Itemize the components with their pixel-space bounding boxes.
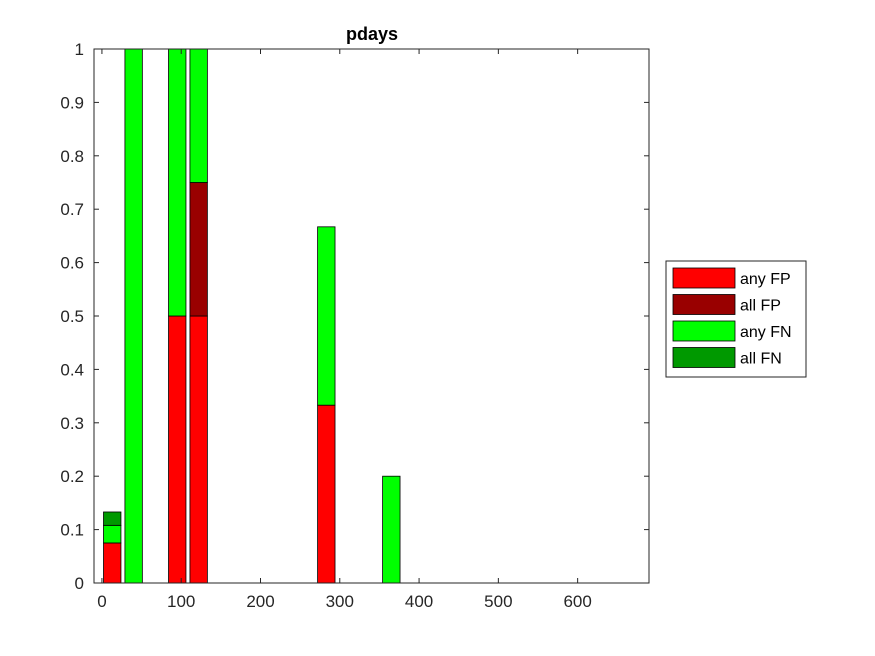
y-tick-label: 0.5	[60, 307, 84, 326]
legend-swatch	[672, 267, 736, 289]
x-tick-label: 200	[246, 592, 274, 611]
legend-label: any FN	[740, 324, 792, 341]
bar-segment	[189, 315, 208, 584]
legend-swatch	[672, 347, 736, 368]
y-tick-label: 0.3	[60, 414, 84, 433]
bar-segment	[103, 542, 122, 584]
bar-segment	[317, 226, 336, 406]
legend-swatch	[672, 320, 736, 342]
bar-segment	[189, 182, 208, 317]
y-tick-label: 1	[75, 40, 84, 59]
bar-segment	[103, 524, 122, 544]
y-tick-label: 0	[75, 574, 84, 593]
y-tick-label: 0.4	[60, 360, 84, 379]
legend-label: all FN	[740, 351, 782, 368]
y-tick-label: 0.2	[60, 467, 84, 486]
y-tick-label: 0.7	[60, 200, 84, 219]
chart-title: pdays	[346, 24, 398, 44]
ticks-layer: 0 100 200 300 400 500 600 0 0.1 0.2 0.3 0.4 0.5 0.6 0.…	[60, 40, 649, 611]
bar-segment	[168, 48, 187, 317]
bar-segment	[382, 475, 401, 584]
x-tick-label: 400	[405, 592, 433, 611]
bar-segment	[124, 48, 143, 584]
x-tick-label: 500	[484, 592, 512, 611]
bar-segment	[168, 315, 187, 584]
bar-segment	[103, 511, 122, 526]
x-tick-label: 100	[167, 592, 195, 611]
legend-label: any FP	[740, 271, 791, 288]
x-tick-label: 0	[97, 592, 106, 611]
bars-layer	[103, 48, 401, 584]
y-tick-label: 0.1	[60, 521, 84, 540]
bar-segment	[189, 48, 208, 183]
legend-label: all FP	[740, 298, 781, 315]
y-tick-label: 0.9	[60, 93, 84, 112]
legend: any FP all FP any FN all FN	[665, 260, 807, 378]
y-tick-label: 0.6	[60, 254, 84, 273]
bar-segment	[317, 404, 336, 584]
x-tick-label: 300	[326, 592, 354, 611]
y-tick-label: 0.8	[60, 147, 84, 166]
plot-area	[94, 49, 649, 583]
legend-swatch	[672, 294, 736, 315]
x-tick-label: 600	[563, 592, 591, 611]
